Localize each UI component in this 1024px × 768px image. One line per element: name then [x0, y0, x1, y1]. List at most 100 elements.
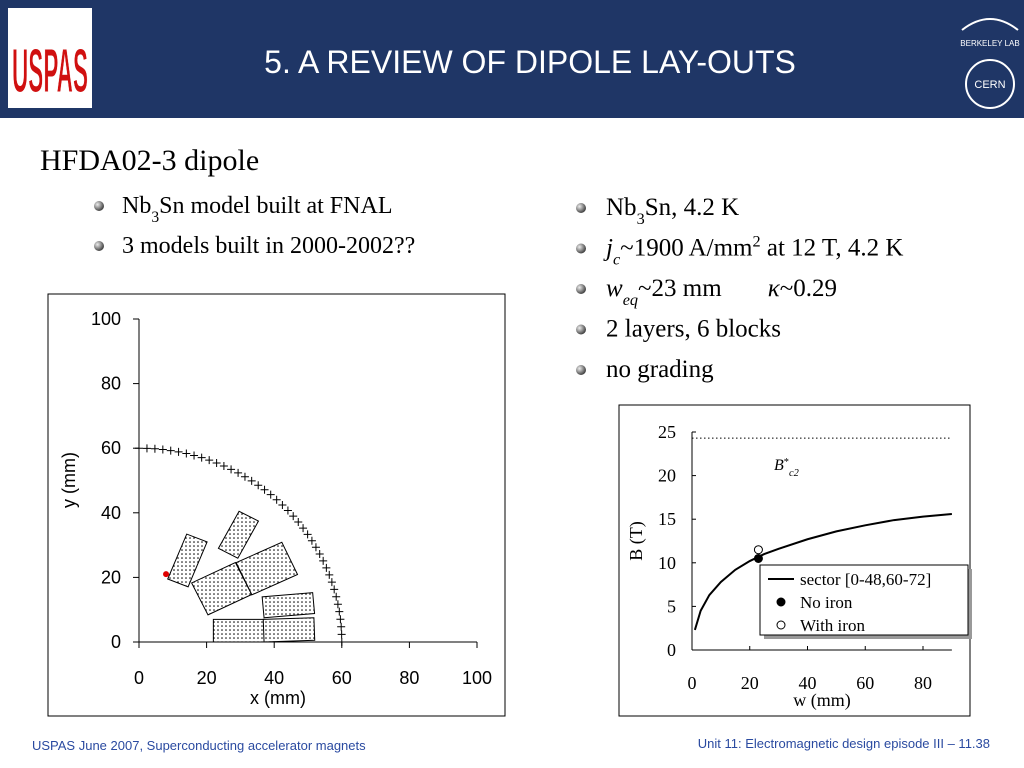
- text-segment: Sn model built at FNAL: [159, 193, 392, 219]
- footer-left: USPAS June 2007, Superconducting acceler…: [32, 738, 366, 753]
- arc-marker: [307, 536, 316, 545]
- bullet-text: jc~1900 A/mm2 at 12 T, 4.2 K: [603, 233, 903, 269]
- arc-marker: [212, 458, 221, 467]
- arc-marker: [337, 630, 346, 639]
- bullet-text: weq~23 mm κ~0.29: [606, 275, 837, 309]
- text-segment: c: [613, 251, 621, 269]
- y-tick-label: 60: [101, 438, 121, 458]
- text-segment: w: [606, 275, 623, 302]
- arc-marker: [234, 468, 243, 477]
- logo-cern: CERN: [974, 79, 1005, 91]
- series-point: [753, 545, 763, 555]
- text-segment: c2: [789, 468, 799, 479]
- y-tick-label: 5: [667, 596, 676, 616]
- arc-marker: [272, 495, 281, 504]
- coil-block: [261, 592, 316, 619]
- x-tick-label: 100: [462, 668, 492, 688]
- reference-point: [163, 571, 170, 578]
- legend-box: [759, 564, 969, 636]
- arc-marker: [336, 615, 345, 624]
- bullet: [94, 201, 104, 211]
- y-tick-label: 40: [101, 503, 121, 523]
- x-tick-label: 60: [332, 668, 352, 688]
- arc-marker: [158, 445, 167, 454]
- legend-label: With iron: [800, 616, 865, 635]
- y-tick-label: 0: [667, 640, 676, 660]
- arc-marker: [182, 449, 191, 458]
- legend-symbol: [776, 597, 786, 607]
- arc-marker: [332, 592, 341, 601]
- text-segment: no grading: [606, 356, 714, 383]
- text-segment: κ: [768, 275, 781, 302]
- y-tick-label: 10: [658, 553, 676, 573]
- legend-label: No iron: [800, 593, 853, 612]
- bullet: [576, 243, 586, 254]
- coil-block: [217, 510, 260, 559]
- x-tick-label: 40: [264, 668, 284, 688]
- arc-marker: [330, 585, 339, 594]
- cern-ring: [965, 59, 1015, 109]
- x-tick-label: 80: [399, 668, 419, 688]
- text-segment: 2 layers, 6 blocks: [606, 316, 781, 343]
- arc-marker: [142, 444, 151, 453]
- text-segment: eq: [623, 291, 638, 309]
- text-segment: j: [603, 235, 613, 262]
- arc-marker: [319, 556, 328, 565]
- bullet-text: 2 layers, 6 blocks: [606, 316, 781, 343]
- text-segment: Sn, 4.2 K: [645, 194, 739, 221]
- x-tick-label: 20: [741, 673, 759, 693]
- text-segment: 2: [752, 233, 760, 251]
- bullet-text: Nb3Sn model built at FNAL: [122, 193, 392, 226]
- arc-marker: [337, 638, 346, 646]
- arc-marker: [227, 465, 236, 474]
- x-tick-label: 60: [856, 673, 874, 693]
- arc-marker: [325, 570, 334, 579]
- arc-marker: [166, 446, 175, 455]
- arc-marker: [299, 524, 308, 533]
- arc-marker: [333, 600, 342, 609]
- y-axis-label: B (T): [626, 521, 647, 561]
- arc-marker: [327, 578, 336, 587]
- y-tick-label: 0: [111, 632, 121, 652]
- bullet: [576, 284, 586, 294]
- arc-marker: [190, 451, 199, 460]
- coil-block: [235, 541, 299, 596]
- coil-block: [212, 618, 265, 643]
- arc-marker: [197, 453, 206, 462]
- x-tick-label: 80: [914, 673, 932, 693]
- arc-marker: [219, 462, 228, 471]
- chart-frame: [618, 404, 971, 717]
- x-tick-label: 0: [688, 673, 697, 693]
- bullet-text: Nb3Sn, 4.2 K: [606, 194, 739, 228]
- y-tick-label: 100: [91, 309, 121, 329]
- text-segment: Nb: [606, 194, 637, 221]
- y-tick-label: 20: [658, 466, 676, 486]
- bullet: [94, 241, 104, 251]
- y-axis-label: y (mm): [59, 452, 79, 508]
- arc-marker: [303, 530, 312, 539]
- arc-marker: [174, 447, 183, 456]
- text-segment: 3 models built in 2000-2002??: [122, 233, 415, 259]
- text-segment: ~1900 A/mm: [620, 235, 753, 262]
- y-tick-label: 25: [658, 422, 676, 442]
- series-line: [693, 512, 952, 631]
- text-segment: ~0.29: [780, 275, 837, 302]
- arc-marker: [337, 622, 346, 631]
- text-segment: Nb: [122, 193, 151, 219]
- arc-marker: [322, 563, 331, 572]
- arc-marker: [150, 444, 159, 453]
- arc-marker: [283, 506, 292, 515]
- x-axis-label: w (mm): [793, 690, 851, 711]
- bullet: [576, 203, 586, 213]
- bullet: [576, 365, 586, 375]
- x-axis-label: x (mm): [250, 688, 306, 708]
- arc-marker: [205, 456, 214, 465]
- text-segment: ~23 mm: [638, 275, 722, 302]
- logo-left: USPAS: [12, 37, 88, 106]
- legend-label: sector [0-48,60-72]: [800, 570, 931, 589]
- arc-marker: [294, 518, 303, 527]
- logo-left-bg: [8, 8, 92, 108]
- arc-marker: [240, 472, 249, 481]
- bullet-text: no grading: [606, 356, 714, 383]
